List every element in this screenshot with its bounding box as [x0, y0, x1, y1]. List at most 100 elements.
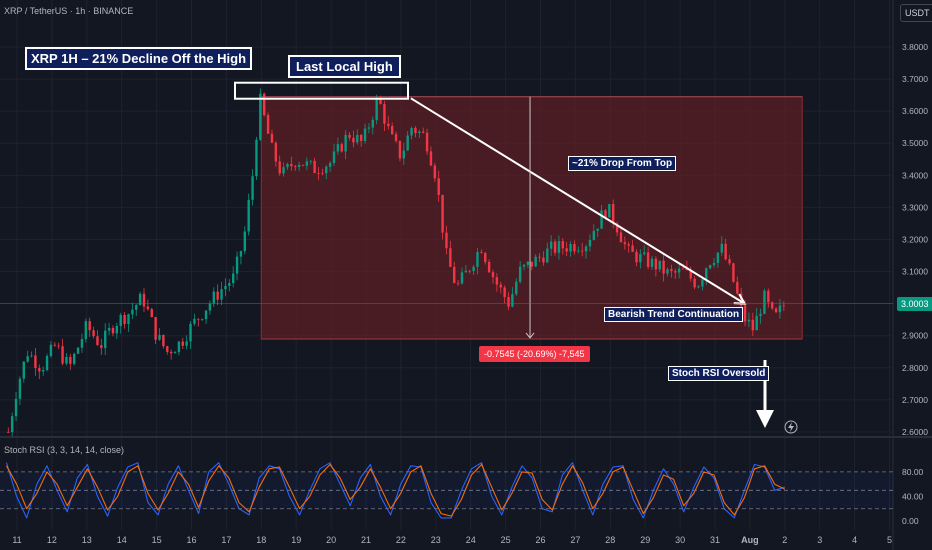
candle-body [61, 346, 64, 364]
candle-body [123, 314, 126, 324]
candle-body [228, 283, 231, 286]
candle-body [716, 252, 720, 263]
candle-body [639, 253, 642, 263]
time-tick-label: 25 [501, 535, 511, 545]
candle-body [623, 242, 627, 245]
candle-body [104, 330, 107, 349]
price-tick-label: 2.8000 [902, 363, 928, 373]
candle-body [759, 313, 762, 316]
candle-body [115, 325, 119, 334]
candle-body [100, 345, 103, 349]
candle-body [235, 256, 239, 274]
time-tick-label: 30 [675, 535, 685, 545]
candle-body [708, 265, 712, 269]
candle-body [57, 345, 60, 347]
candle-body [301, 164, 305, 166]
candle-body [162, 334, 165, 347]
price-axis[interactable]: 3.8000 3.7000 3.6000 3.5000 3.4000 3.3000 3.20… [902, 42, 928, 437]
price-tick-label: 3.7000 [902, 74, 928, 84]
candle-body [584, 246, 588, 252]
candle-body [650, 258, 654, 267]
lightning-icon[interactable] [784, 420, 798, 434]
candle-body [449, 248, 452, 267]
candle-body [336, 144, 340, 152]
candle-body [150, 309, 153, 318]
time-tick-label: 20 [326, 535, 336, 545]
time-tick-label: 14 [117, 535, 127, 545]
candle-body [453, 266, 456, 283]
candle-body [270, 133, 274, 143]
candle-body [88, 321, 91, 331]
currency-selector[interactable]: USDT [900, 4, 932, 22]
candle-body [111, 327, 115, 334]
candle-body [596, 228, 599, 231]
candle-body [10, 416, 14, 433]
time-tick-label: 27 [570, 535, 580, 545]
candle-body [80, 339, 84, 348]
candle-body [743, 305, 747, 322]
measure-readout: -0.7545 (-20.69%) -7,545 [479, 346, 590, 362]
candle-body [231, 273, 235, 284]
price-tick-label: 2.7000 [902, 395, 928, 405]
candle-body [332, 151, 336, 163]
candle-body [588, 239, 592, 247]
candle-body [352, 137, 355, 143]
candle-body [666, 269, 669, 274]
candle-body [274, 142, 278, 162]
candle-body [69, 356, 72, 364]
candle-body [693, 278, 696, 288]
candle-body [278, 161, 281, 174]
candle-body [96, 336, 99, 346]
candle-body [212, 291, 215, 304]
candle-body [200, 319, 204, 320]
candle-body [173, 352, 177, 354]
candle-body [542, 257, 545, 263]
candle-body [142, 293, 146, 307]
candle-body [674, 271, 677, 273]
candle-body [456, 282, 460, 284]
candle-body [425, 132, 429, 152]
time-tick-label: 31 [710, 535, 720, 545]
candle-body [30, 355, 33, 357]
candle-body [480, 252, 483, 253]
stoch-series-D [6, 463, 786, 517]
candle-body [181, 341, 184, 346]
candle-body [398, 140, 402, 159]
down-arrow-tip [756, 410, 774, 428]
candle-body [263, 93, 266, 116]
candle-body [433, 165, 437, 179]
candle-body [390, 126, 394, 135]
candle-body [767, 290, 770, 303]
candle-body [394, 134, 398, 141]
time-tick-label: 4 [852, 535, 857, 545]
candle-body [518, 266, 522, 282]
candle-body [600, 210, 603, 229]
candle-body [158, 334, 161, 340]
candle-body [197, 318, 200, 320]
candle-body [751, 319, 755, 331]
candle-body [511, 294, 514, 307]
candle-body [255, 139, 258, 177]
candle-body [592, 230, 596, 240]
time-axis[interactable]: 11 12 13 14 15 16 17 18 19 20 21 22 23 24 25 26 27 28 29 30… [12, 535, 892, 545]
stoch-rsi-title[interactable]: Stoch RSI (3, 3, 14, 14, close) [4, 445, 125, 455]
symbol-title[interactable]: XRP / TetherUS · 1h · BINANCE [4, 6, 134, 16]
lightning-icon-ring [784, 420, 798, 434]
candle-body [437, 178, 440, 195]
candle-body [356, 134, 359, 143]
price-tick-label: 3.2000 [902, 234, 928, 244]
candle-body [604, 210, 607, 218]
candle-body [526, 261, 530, 265]
candle-body [685, 268, 689, 270]
candle-body [216, 291, 219, 300]
candle-body [441, 194, 444, 233]
candle-body [619, 232, 623, 243]
candle-body [239, 251, 243, 257]
last-local-high-label: Last Local High [288, 55, 401, 78]
candle-body [38, 368, 41, 372]
candle-body [782, 305, 786, 307]
candle-body [565, 248, 568, 252]
stoch-rsi-axis: 80.00 40.00 0.00 [902, 467, 924, 526]
candle-body [325, 166, 328, 174]
